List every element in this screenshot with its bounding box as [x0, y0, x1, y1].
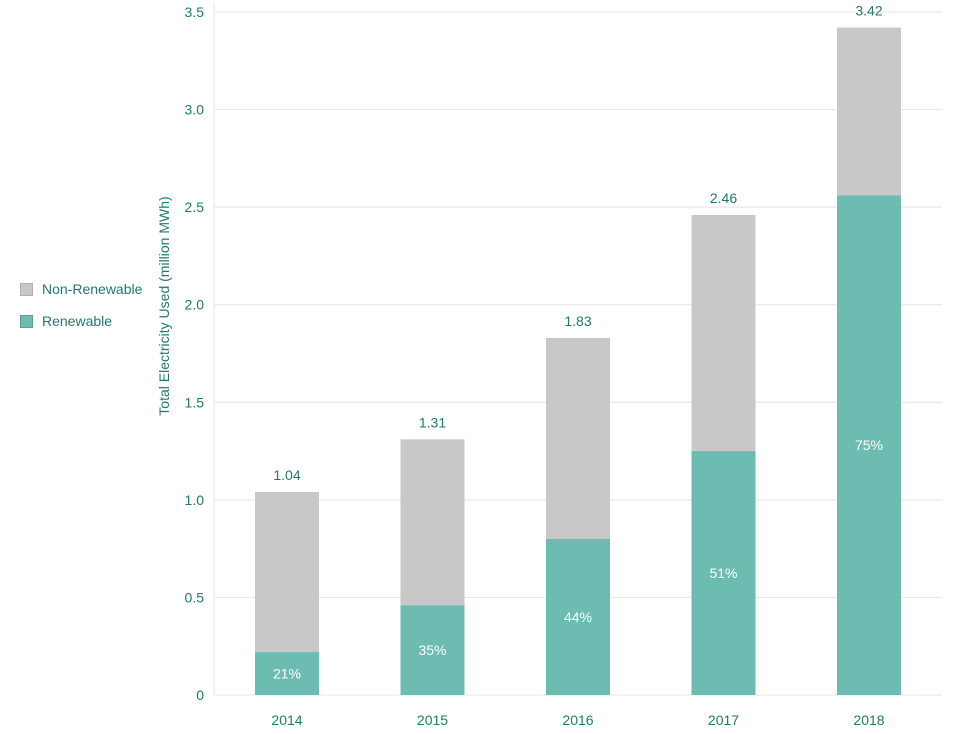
bar-non-renewable[interactable]: [691, 214, 756, 452]
bar-non-renewable[interactable]: [546, 337, 610, 539]
y-tick-label: 3.5: [185, 4, 205, 20]
bar-non-renewable[interactable]: [255, 492, 319, 653]
y-tick-label: 2.0: [185, 297, 205, 313]
bar-renewable[interactable]: [255, 652, 319, 695]
renewable-percent-label: 35%: [418, 642, 446, 658]
y-tick-label: 1.0: [185, 492, 205, 508]
y-tick-label: 0: [196, 687, 204, 703]
legend: Non-Renewable Renewable: [20, 280, 142, 344]
legend-item-renewable[interactable]: Renewable: [20, 312, 142, 330]
renewable-percent-label: 44%: [564, 609, 592, 625]
total-value-label: 1.83: [564, 313, 591, 329]
y-tick-label: 2.5: [185, 199, 205, 215]
y-tick-label: 1.5: [185, 394, 205, 410]
bars: 21% 1.04 35% 1.31 44% 1.83 51% 2.46 75% 3.42: [255, 3, 901, 696]
x-tick-label: 2017: [708, 712, 739, 728]
y-tick-label: 0.5: [185, 589, 205, 605]
bar-renewable[interactable]: [400, 605, 465, 695]
total-value-label: 1.31: [419, 414, 446, 430]
bar-renewable[interactable]: [691, 451, 756, 695]
bar-renewable[interactable]: [546, 538, 610, 695]
legend-swatch-non-renewable: [20, 282, 33, 296]
x-tick-label: 2016: [562, 712, 593, 728]
bar-non-renewable[interactable]: [837, 27, 901, 196]
bar-renewable[interactable]: [837, 195, 901, 696]
y-tick-label: 3.0: [185, 102, 205, 118]
y-axis-ticks: 0 0.5 1.0 1.5 2.0 2.5 3.0 3.5: [185, 4, 205, 703]
total-value-label: 1.04: [273, 467, 300, 483]
x-tick-label: 2014: [271, 712, 302, 728]
legend-item-non-renewable[interactable]: Non-Renewable: [20, 280, 142, 298]
renewable-percent-label: 75%: [855, 437, 883, 453]
y-axis-label: Total Electricity Used (million MWh): [156, 196, 172, 415]
x-tick-label: 2018: [853, 712, 884, 728]
x-tick-label: 2015: [417, 712, 448, 728]
legend-label: Non-Renewable: [42, 281, 143, 297]
legend-label: Renewable: [42, 313, 113, 329]
legend-swatch-renewable: [20, 314, 33, 328]
bar-non-renewable[interactable]: [400, 439, 465, 606]
renewable-percent-label: 51%: [709, 565, 737, 581]
total-value-label: 2.46: [710, 190, 737, 206]
x-axis-ticks: 2014 2015 2016 2017 2018: [271, 712, 884, 728]
total-value-label: 3.42: [855, 3, 882, 19]
renewable-percent-label: 21%: [273, 666, 301, 682]
